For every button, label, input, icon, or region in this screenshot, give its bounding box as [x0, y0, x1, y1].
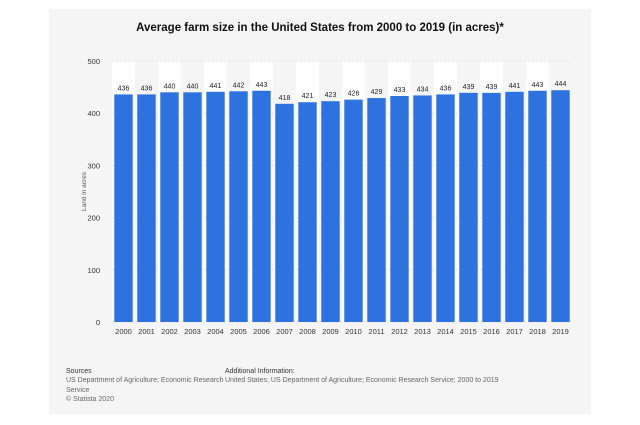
- data-label: 439: [463, 84, 475, 91]
- x-tick-label: 2002: [161, 327, 178, 336]
- bar: [160, 92, 179, 322]
- data-label: 418: [279, 95, 291, 102]
- bar: [528, 90, 547, 322]
- y-tick-label: 500: [87, 57, 100, 66]
- data-label: 436: [440, 85, 452, 92]
- x-tick-label: 2011: [368, 327, 384, 336]
- data-label: 433: [394, 87, 406, 94]
- bar: [390, 95, 409, 322]
- x-tick-label: 2015: [460, 327, 477, 336]
- data-label: 434: [417, 86, 429, 93]
- sources-block: Sources US Department of Agriculture; Ec…: [66, 367, 226, 405]
- data-label: 443: [256, 82, 268, 89]
- additional-info-heading: Additional Information:: [225, 368, 295, 375]
- bar: [206, 91, 225, 322]
- data-label: 439: [486, 84, 498, 91]
- additional-info-block: Additional Information: United States; U…: [225, 367, 555, 386]
- x-tick-label: 2016: [483, 327, 500, 336]
- sources-text: US Department of Agriculture; Economic R…: [66, 377, 224, 394]
- data-label: 440: [164, 83, 176, 90]
- bar: [275, 103, 294, 322]
- bar: [413, 95, 432, 323]
- data-label: 444: [555, 81, 567, 88]
- bar: [137, 94, 156, 323]
- x-tick-label: 2017: [506, 327, 523, 336]
- x-tick-label: 2012: [391, 327, 408, 336]
- data-label: 423: [325, 92, 337, 99]
- bar: [482, 92, 501, 322]
- x-tick-label: 2000: [115, 327, 132, 336]
- y-axis-title: Land in acres: [81, 171, 88, 211]
- bar: [459, 92, 478, 322]
- bar: [183, 92, 202, 322]
- x-tick-label: 2013: [414, 327, 431, 336]
- copyright-text: © Statista 2020: [66, 396, 114, 404]
- bar: [229, 91, 248, 322]
- x-tick-label: 2009: [322, 327, 339, 336]
- additional-info-text: United States; US Department of Agricult…: [225, 377, 499, 385]
- y-tick-label: 100: [87, 266, 100, 275]
- x-tick-label: 2010: [345, 327, 362, 336]
- data-label: 440: [187, 83, 199, 90]
- data-label: 443: [532, 82, 544, 89]
- data-label: 426: [348, 91, 360, 98]
- x-tick-label: 2019: [552, 327, 569, 336]
- data-label: 441: [509, 83, 521, 90]
- data-label: 436: [118, 85, 130, 92]
- bar: [252, 90, 271, 322]
- x-tick-label: 2018: [529, 327, 546, 336]
- bar: [114, 94, 133, 323]
- bar: [505, 91, 524, 322]
- bar: [298, 102, 317, 322]
- sources-heading: Sources: [66, 368, 92, 375]
- data-label: 429: [371, 89, 383, 96]
- y-tick-label: 200: [87, 214, 100, 223]
- x-tick-label: 2014: [437, 327, 454, 336]
- data-label: 421: [302, 93, 314, 100]
- x-tick-label: 2006: [253, 327, 270, 336]
- y-tick-label: 0: [96, 318, 100, 327]
- x-tick-label: 2001: [138, 327, 155, 336]
- x-tick-label: 2008: [299, 327, 316, 336]
- y-tick-label: 300: [87, 161, 100, 170]
- data-label: 441: [210, 83, 222, 90]
- x-tick-label: 2003: [184, 327, 201, 336]
- x-tick-label: 2007: [276, 327, 293, 336]
- bar: [551, 90, 570, 323]
- data-label: 436: [141, 85, 153, 92]
- bar: [367, 98, 386, 322]
- y-tick-label: 400: [87, 109, 100, 118]
- bar: [436, 94, 455, 323]
- data-label: 442: [233, 82, 245, 89]
- chart-title: Average farm size in the United States f…: [136, 22, 504, 34]
- x-tick-label: 2004: [207, 327, 224, 336]
- x-tick-label: 2005: [230, 327, 247, 336]
- bar: [344, 99, 363, 323]
- bar: [321, 101, 340, 322]
